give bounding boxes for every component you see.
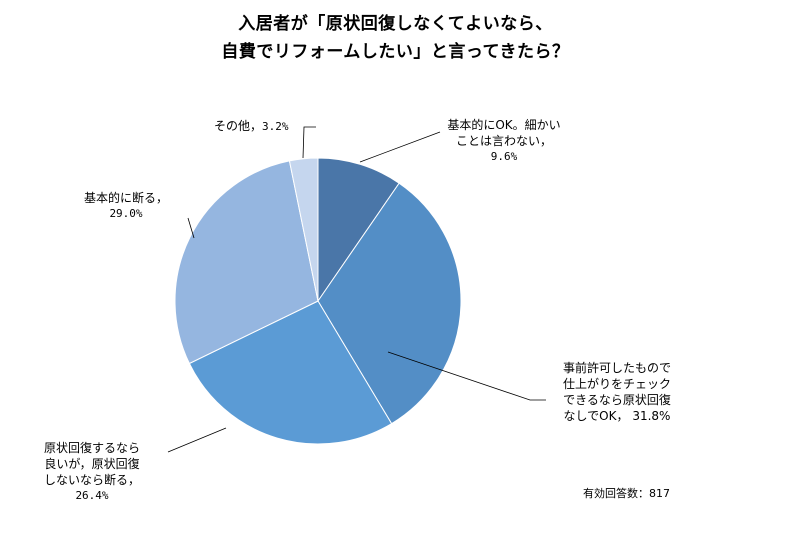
slice-label-prior-approval-line-2: 仕上がりをチェック [562,377,671,391]
slice-label-restore-or-refuse-line-3: しないなら断る， [43,473,140,487]
chart-title-line-1: 入居者が「原状回復しなくてよいなら、 [238,14,553,34]
leader-line-other [302,126,316,159]
leader-line-basic-ok [359,131,441,163]
slice-label-other-pct: 3.2% [262,120,289,133]
slice-label-basic-refuse-pct: 29.0% [109,207,143,220]
slice-label-prior-approval: 事前許可したもので 仕上がりをチェック できるなら原状回復 なしでOK， 31.… [542,360,692,424]
pie-slice-restore-or-refuse [188,300,393,445]
slice-label-basic-refuse-line-1: 基本的に断る， [83,191,168,205]
chart-title: 入居者が「原状回復しなくてよいなら、 自費でリフォームしたい」と言ってきたら？ [0,10,791,66]
pie-slice-basic-refuse [174,160,319,365]
leader-line-basic-refuse [187,217,195,239]
slice-label-basic-ok-line-2: ことは言わない， [455,134,552,148]
slice-label-restore-or-refuse-pct: 26.4% [75,489,109,502]
pie-slice-prior-approval [317,182,462,425]
slice-label-other-text: その他， [214,119,263,133]
slice-label-prior-approval-line-3: できるなら原状回復 [563,393,671,407]
pie-slice-basic-ok [317,157,400,303]
leader-line-restore-or-refuse [167,427,227,453]
chart-title-line-2: 自費でリフォームしたい」と言ってきたら？ [221,42,570,62]
slice-label-other: その他，3.2% [214,118,289,135]
pie-slice-other [288,157,319,302]
slice-label-prior-approval-line-4-text: なしでOK， [563,409,629,423]
slice-label-prior-approval-line-1: 事前許可したもので [562,361,671,375]
slice-label-prior-approval-line-4: なしでOK， 31.8% [542,408,692,424]
slice-label-prior-approval-pct: 31.8% [632,409,671,423]
slice-label-basic-refuse: 基本的に断る， 29.0% [60,190,192,222]
leader-line-prior-approval [387,351,546,401]
slice-label-restore-or-refuse-line-2: 良いが，原状回復 [44,457,140,471]
slice-label-basic-ok-pct: 9.6% [490,150,518,163]
respondent-count-note: 有効回答数：817 [583,487,670,500]
slice-label-basic-ok-line-1: 基本的にOK。細かい [447,118,561,132]
slice-label-restore-or-refuse-line-1: 原状回復するなら [43,441,140,455]
slice-label-basic-ok: 基本的にOK。細かい ことは言わない， 9.6% [430,117,578,165]
slice-label-restore-or-refuse: 原状回復するなら 良いが，原状回復 しないなら断る， 26.4% [18,440,166,504]
